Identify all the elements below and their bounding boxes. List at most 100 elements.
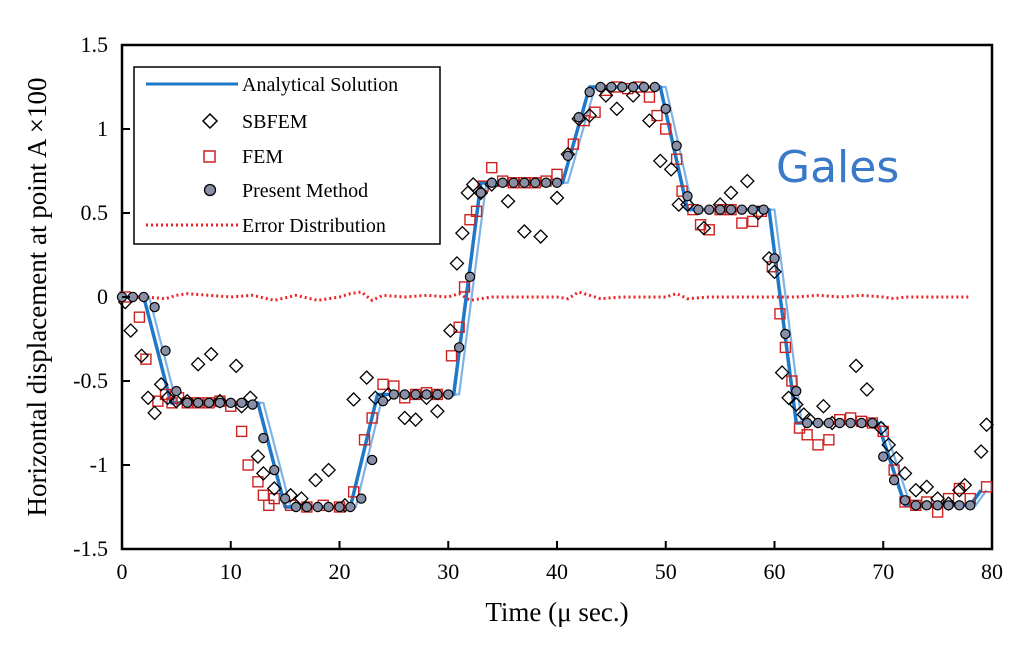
sbfem-point bbox=[168, 393, 184, 409]
present-method-point bbox=[932, 500, 943, 511]
present-method-point bbox=[834, 417, 845, 429]
legend-sbfem-swatch bbox=[201, 112, 219, 130]
sbfem-point bbox=[723, 185, 739, 201]
present-method-point bbox=[334, 501, 345, 513]
sbfem-point bbox=[250, 449, 266, 465]
present-method-point bbox=[812, 417, 824, 429]
present-method-point bbox=[693, 204, 704, 215]
sbfem-point bbox=[957, 477, 973, 493]
sbfem-point bbox=[359, 370, 375, 386]
present-method-point bbox=[519, 177, 530, 188]
y-tick-label: 0 bbox=[97, 284, 108, 309]
present-method-series bbox=[116, 81, 976, 513]
y-tick-label: 1 bbox=[97, 116, 108, 141]
fem-point bbox=[651, 109, 663, 122]
sbfem-point bbox=[140, 390, 156, 406]
sbfem-point bbox=[663, 161, 679, 177]
present-method-point bbox=[714, 204, 726, 215]
sbfem-point bbox=[908, 482, 924, 498]
sbfem-point bbox=[533, 229, 549, 244]
legend-sbfem-label: SBFEM bbox=[242, 111, 308, 133]
present-method-point bbox=[497, 177, 508, 188]
present-method-point bbox=[149, 301, 160, 313]
present-method-point bbox=[878, 451, 889, 462]
sbfem-point bbox=[897, 465, 913, 481]
present-method-point bbox=[279, 493, 291, 504]
present-method-point bbox=[192, 397, 204, 409]
sbfem-point bbox=[123, 323, 139, 339]
present-method-point bbox=[323, 501, 334, 513]
present-method-point bbox=[921, 500, 932, 511]
fem-point bbox=[257, 489, 270, 501]
sbfem-point bbox=[500, 193, 516, 209]
present-method-point bbox=[617, 81, 628, 93]
fem-point bbox=[470, 205, 483, 218]
fem-point bbox=[464, 214, 476, 226]
sbfem-point bbox=[549, 190, 565, 206]
y-tick-label: -1 bbox=[90, 452, 108, 477]
sbfem-point bbox=[294, 491, 309, 507]
present-method-point bbox=[399, 389, 410, 400]
sbfem-point bbox=[283, 487, 298, 503]
legend-present-swatch bbox=[203, 183, 217, 197]
sbfem-point bbox=[408, 412, 424, 428]
present-method-point bbox=[704, 204, 715, 215]
present-method-point bbox=[606, 81, 617, 93]
x-tick-label: 70 bbox=[872, 559, 894, 584]
present-method-point bbox=[899, 495, 911, 506]
present-method-point bbox=[138, 291, 149, 303]
present-method-point bbox=[388, 389, 400, 400]
sbfem-point bbox=[346, 392, 362, 407]
sbfem-point bbox=[919, 479, 935, 495]
present-method-point bbox=[562, 150, 574, 162]
sbfem-point bbox=[228, 358, 244, 374]
present-method-point bbox=[301, 501, 313, 513]
present-method-point bbox=[747, 204, 758, 215]
fem-point bbox=[980, 481, 993, 493]
present-method-point bbox=[780, 328, 791, 340]
fem-point bbox=[643, 91, 656, 103]
sbfem-point bbox=[460, 185, 476, 201]
sbfem-point bbox=[816, 398, 831, 414]
sbfem-point bbox=[788, 397, 804, 412]
fem-point bbox=[736, 217, 748, 229]
present-method-point bbox=[758, 204, 769, 215]
sbfem-point bbox=[671, 197, 687, 213]
fem-point bbox=[567, 138, 580, 150]
present-method-point bbox=[225, 397, 236, 409]
sbfem-point bbox=[203, 346, 219, 362]
present-method-point bbox=[214, 397, 226, 409]
fem-point bbox=[703, 224, 715, 236]
present-method-point bbox=[965, 500, 976, 511]
sbfem-point bbox=[582, 108, 598, 123]
x-tick-label: 30 bbox=[437, 559, 459, 584]
present-method-point bbox=[888, 474, 900, 486]
fem-point bbox=[812, 439, 824, 451]
sbfem-point bbox=[598, 87, 614, 103]
fem-point bbox=[242, 459, 254, 471]
sbfem-point bbox=[134, 348, 149, 364]
fem-point bbox=[786, 375, 798, 387]
present-method-point bbox=[845, 417, 856, 429]
fem-point bbox=[140, 353, 152, 365]
sbfem-point bbox=[367, 390, 383, 406]
legend-fem-swatch bbox=[203, 150, 216, 163]
watermark: Gales bbox=[776, 142, 899, 193]
axis-ticks: 0 10 20 30 40 50 60 70 80 -1.5 -1 -0.5 0 0.5 1 1.5 bbox=[73, 32, 1003, 584]
y-tick-label: 0.5 bbox=[81, 200, 109, 225]
sbfem-point bbox=[321, 462, 337, 478]
present-method-point bbox=[421, 389, 432, 400]
sbfem-point bbox=[652, 153, 668, 169]
sbfem-point bbox=[774, 365, 790, 381]
fem-point bbox=[366, 412, 378, 424]
fem-point bbox=[133, 311, 146, 323]
y-axis-title: Horizontal displacement at point A ×100 bbox=[22, 78, 52, 517]
error-line bbox=[122, 290, 971, 303]
present-method-point bbox=[682, 190, 693, 202]
x-tick-label: 50 bbox=[655, 559, 677, 584]
present-method-point bbox=[171, 385, 182, 397]
sbfem-point bbox=[951, 482, 967, 498]
fem-point bbox=[358, 434, 371, 446]
legend-analytical-label: Analytical Solution bbox=[242, 74, 398, 96]
fem-point bbox=[347, 486, 360, 498]
